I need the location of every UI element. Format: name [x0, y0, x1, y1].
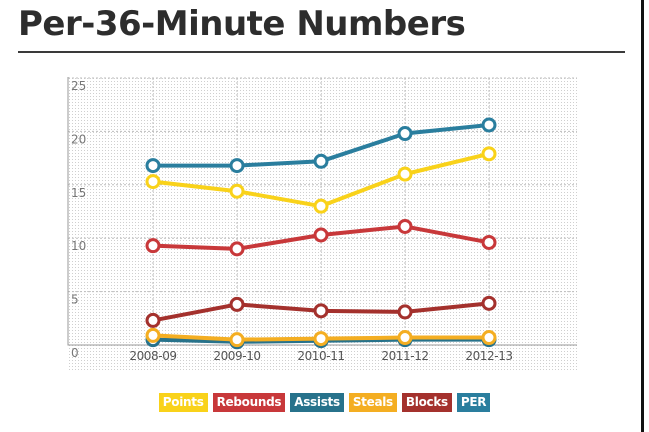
data-point — [313, 227, 329, 243]
data-point — [229, 241, 245, 257]
legend-item-rebounds: Rebounds — [212, 393, 286, 412]
y-tick-label: 5 — [71, 293, 79, 307]
data-point — [397, 304, 413, 320]
data-point — [481, 117, 497, 133]
data-point — [145, 312, 161, 328]
series-rebounds — [145, 218, 497, 257]
data-point — [145, 327, 161, 343]
y-tick-label: 20 — [71, 132, 86, 146]
data-point — [397, 166, 413, 182]
data-point — [145, 158, 161, 174]
data-point — [481, 146, 497, 162]
data-point — [313, 331, 329, 347]
data-point — [313, 153, 329, 169]
x-tick-label: 2012-13 — [465, 349, 512, 363]
x-tick-label: 2011-12 — [381, 349, 428, 363]
title-rule — [18, 51, 625, 53]
x-tick-label: 2009-10 — [213, 349, 260, 363]
y-tick-label: 15 — [71, 186, 86, 200]
legend-item-blocks: Blocks — [401, 393, 452, 412]
y-tick-label: 10 — [71, 239, 86, 253]
page-edge-border — [641, 0, 644, 432]
legend-item-steals: Steals — [348, 393, 397, 412]
data-point — [313, 303, 329, 319]
page-title: Per-36-Minute Numbers — [18, 4, 466, 44]
data-point — [397, 218, 413, 234]
data-point — [229, 332, 245, 348]
y-tick-label: 0 — [71, 346, 79, 360]
data-point — [481, 330, 497, 346]
data-point — [481, 234, 497, 250]
x-tick-label: 2008-09 — [129, 349, 176, 363]
series-blocks — [145, 295, 497, 328]
plot-background — [68, 77, 577, 370]
series-steals — [145, 327, 497, 348]
data-point — [229, 296, 245, 312]
data-point — [397, 126, 413, 142]
data-point — [229, 158, 245, 174]
data-point — [145, 238, 161, 254]
series-points — [145, 146, 497, 214]
series-per — [145, 117, 497, 174]
legend-item-points: Points — [158, 393, 208, 412]
x-tick-label: 2010-11 — [297, 349, 344, 363]
chart-legend: Points Rebounds Assists Steals Blocks PER — [0, 393, 649, 412]
legend-item-assists: Assists — [290, 393, 344, 412]
data-point — [481, 295, 497, 311]
y-tick-label: 25 — [71, 79, 86, 93]
data-point — [229, 183, 245, 199]
data-point — [145, 174, 161, 190]
data-point — [313, 198, 329, 214]
legend-item-per: PER — [456, 393, 491, 412]
data-point — [397, 330, 413, 346]
